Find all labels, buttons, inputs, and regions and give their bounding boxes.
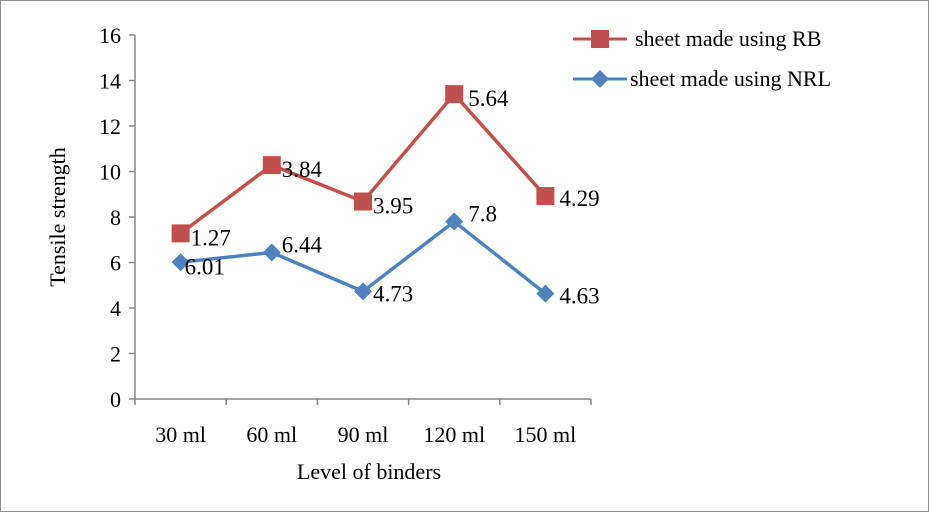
y-tick-label: 8 <box>110 205 121 230</box>
data-point-marker <box>262 156 281 175</box>
y-tick-label: 0 <box>110 387 121 412</box>
data-labels: 1.27 3.84 3.95 5.64 4.29 6.01 6.44 4.73 7.8 4.63 <box>185 86 600 309</box>
x-tick-label: 120 ml <box>423 422 485 447</box>
x-tick-label: 30 ml <box>155 422 206 447</box>
legend-label-nrl: sheet made using NRL <box>630 66 831 91</box>
data-label: 5.64 <box>468 86 509 111</box>
data-label: 6.44 <box>282 232 323 257</box>
y-tick-label: 14 <box>99 69 121 94</box>
data-label: 1.27 <box>191 225 231 250</box>
data-label: 4.29 <box>559 186 599 211</box>
y-tick-label: 12 <box>99 114 121 139</box>
data-point-marker <box>171 224 190 243</box>
data-point-marker <box>354 192 372 211</box>
data-label: 6.01 <box>185 254 225 279</box>
legend-item-nrl: sheet made using NRL <box>573 66 831 91</box>
y-tick-label: 10 <box>99 160 121 185</box>
legend-marker-rb <box>591 30 609 48</box>
y-tick-label: 6 <box>110 251 121 276</box>
data-point-marker <box>354 282 372 301</box>
y-tick-label: 2 <box>110 342 121 367</box>
x-tick-label: 150 ml <box>515 422 577 447</box>
y-tick-label: 16 <box>99 23 121 48</box>
axis-ticks: 0 2 4 6 8 10 12 14 16 30 ml 60 ml 90 ml 120 ml 150 ml <box>99 23 592 447</box>
legend-item-rb: sheet made using RB <box>573 26 821 51</box>
legend-marker-nrl <box>591 70 609 88</box>
data-point-marker <box>536 284 555 303</box>
y-axis-title: Tensile strength <box>45 147 70 287</box>
data-point-marker <box>445 85 464 104</box>
data-point-marker <box>171 253 190 272</box>
x-axis-title: Level of binders <box>297 459 441 484</box>
data-label: 4.73 <box>373 281 413 306</box>
x-tick-label: 60 ml <box>246 422 297 447</box>
series-nrl <box>171 212 555 303</box>
data-point-marker <box>536 187 555 206</box>
series-lines <box>171 85 555 303</box>
legend: sheet made using RB sheet made using NRL <box>573 26 831 91</box>
y-tick-label: 4 <box>110 296 121 321</box>
data-label: 4.63 <box>559 284 599 309</box>
data-label: 3.95 <box>373 194 413 219</box>
data-point-marker <box>262 243 281 262</box>
data-label: 7.8 <box>468 202 497 227</box>
data-label: 3.84 <box>282 157 323 182</box>
legend-label-rb: sheet made using RB <box>635 26 821 51</box>
x-tick-label: 90 ml <box>338 422 389 447</box>
data-point-marker <box>445 212 464 231</box>
series-rb <box>171 85 555 243</box>
